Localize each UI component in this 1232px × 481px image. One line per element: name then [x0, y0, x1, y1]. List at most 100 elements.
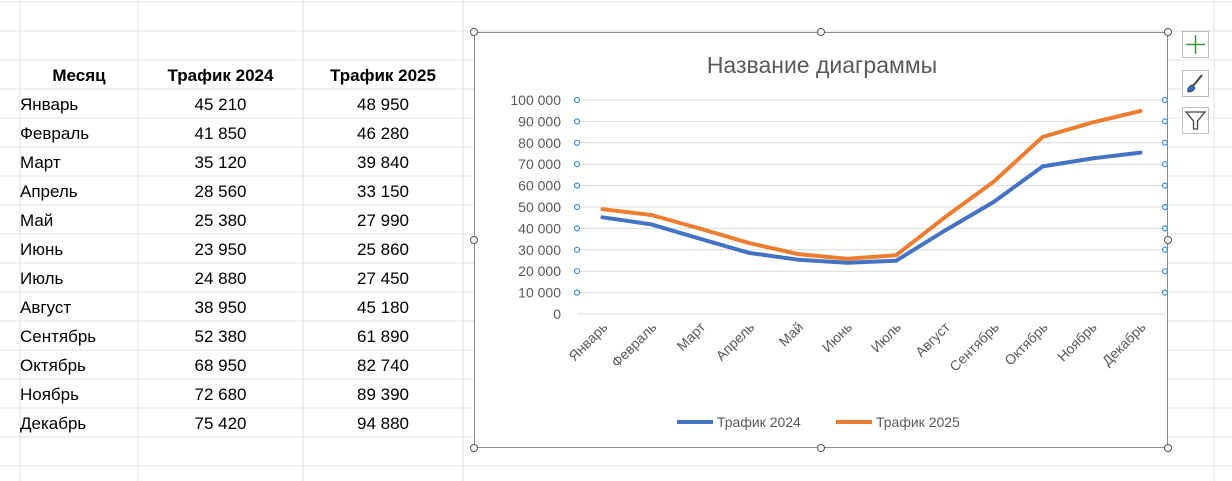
selection-marker	[573, 161, 581, 168]
series-line-1[interactable]	[600, 150, 1143, 265]
y-tick-label: 60 000	[518, 178, 561, 194]
chart-elements-button[interactable]	[1182, 31, 1209, 58]
selection-marker	[573, 268, 581, 275]
brush-icon	[1187, 74, 1203, 93]
selection-marker	[1161, 289, 1169, 296]
resize-handle-bottom-right[interactable]	[1164, 444, 1172, 452]
value-cell[interactable]: 25 860	[357, 240, 409, 259]
resize-handle-bottom-center[interactable]	[817, 444, 825, 452]
x-tick-label: Декабрь	[1099, 319, 1149, 369]
selection-marker	[573, 118, 581, 125]
value-cell[interactable]: 45 180	[357, 298, 409, 317]
month-cell[interactable]: Сентябрь	[20, 327, 97, 346]
resize-handle-top-left[interactable]	[470, 28, 478, 36]
chart-area[interactable]: Название диаграммы 0 10 000 20 000 30 000 40…	[474, 32, 1169, 448]
selection-marker	[573, 289, 581, 296]
value-cell[interactable]: 61 890	[357, 327, 409, 346]
value-cell[interactable]: 35 120	[194, 153, 247, 172]
y-tick-label: 80 000	[518, 135, 561, 151]
y-tick-label: 30 000	[518, 242, 561, 258]
selection-marker	[1161, 268, 1169, 275]
month-cell[interactable]: Апрель	[20, 182, 78, 201]
value-cell[interactable]: 89 390	[357, 385, 409, 404]
selection-marker	[1161, 203, 1169, 211]
y-tick-label: 20 000	[518, 263, 561, 279]
selection-marker	[573, 96, 581, 104]
month-cell[interactable]: Октябрь	[20, 356, 86, 375]
month-cell[interactable]: Август	[20, 298, 72, 317]
month-cell[interactable]: Январь	[20, 95, 79, 114]
month-cell[interactable]: Ноябрь	[20, 385, 79, 404]
y-tick-label: 50 000	[518, 199, 561, 215]
value-cell[interactable]: 48 950	[357, 95, 409, 114]
selection-marker	[573, 182, 581, 189]
series-line-2[interactable]	[600, 109, 1143, 261]
selection-marker	[573, 139, 581, 146]
y-tick-label: 40 000	[518, 220, 561, 236]
month-cell[interactable]: Февраль	[20, 124, 90, 143]
selection-marker	[573, 246, 581, 253]
value-cell[interactable]: 27 990	[357, 211, 409, 230]
value-cell[interactable]: 75 420	[194, 414, 247, 433]
x-tick-label: Август	[912, 318, 954, 360]
x-tick-label: Январь	[565, 319, 610, 364]
resize-handle-middle-right[interactable]	[1164, 236, 1172, 244]
selection-marker	[1161, 182, 1169, 189]
value-cell[interactable]: 28 560	[194, 182, 247, 201]
value-cell[interactable]: 82 740	[357, 356, 409, 375]
selection-marker	[1161, 118, 1169, 125]
selection-marker	[1161, 161, 1169, 168]
month-cell[interactable]: Май	[20, 211, 54, 230]
selection-marker	[1161, 246, 1169, 253]
y-tick-label: 10 000	[518, 285, 561, 301]
x-tick-label: Июль	[868, 319, 905, 356]
selection-marker	[573, 225, 581, 232]
legend-label[interactable]: Трафик 2025	[876, 414, 960, 430]
value-cell[interactable]: 33 150	[357, 182, 409, 201]
value-cell[interactable]: 27 450	[357, 269, 409, 288]
legend-label[interactable]: Трафик 2024	[717, 414, 801, 430]
line-chart: Название диаграммы 0 10 000 20 000 30 000 40…	[510, 52, 1169, 430]
value-cell[interactable]: 38 950	[194, 298, 247, 317]
plus-icon	[1186, 35, 1205, 54]
value-cell[interactable]: 45 210	[194, 95, 247, 114]
y-tick-label: 0	[553, 306, 561, 322]
column-header[interactable]: Месяц	[52, 66, 106, 85]
value-cell[interactable]: 68 950	[194, 356, 247, 375]
selection-marker	[1161, 225, 1169, 232]
chart-styles-button[interactable]	[1182, 70, 1209, 97]
x-tick-label: Апрель	[712, 319, 757, 364]
value-cell[interactable]: 52 380	[194, 327, 247, 346]
value-cell[interactable]: 72 680	[194, 385, 247, 404]
selection-marker	[1161, 139, 1169, 146]
resize-handle-bottom-left[interactable]	[470, 444, 478, 452]
selection-marker	[1161, 96, 1169, 104]
value-cell[interactable]: 23 950	[194, 240, 247, 259]
x-tick-label: Май	[776, 319, 807, 350]
x-tick-label: Март	[673, 318, 708, 353]
column-header[interactable]: Трафик 2025	[330, 66, 436, 85]
resize-handle-top-center[interactable]	[817, 28, 825, 36]
resize-handle-middle-left[interactable]	[470, 236, 478, 244]
value-cell[interactable]: 39 840	[357, 153, 409, 172]
resize-handle-top-right[interactable]	[1164, 28, 1172, 36]
x-tick-label: Октябрь	[1001, 319, 1051, 369]
value-cell[interactable]: 94 880	[357, 414, 409, 433]
chart-title[interactable]: Название диаграммы	[707, 52, 937, 78]
value-cell[interactable]: 41 850	[194, 124, 247, 143]
month-cell[interactable]: Март	[20, 153, 61, 172]
filter-icon	[1184, 111, 1207, 130]
selection-marker	[573, 203, 581, 211]
month-cell[interactable]: Июль	[20, 269, 64, 288]
chart-filters-button[interactable]	[1182, 107, 1209, 134]
month-cell[interactable]: Декабрь	[20, 414, 87, 433]
value-cell[interactable]: 25 380	[194, 211, 247, 230]
value-cell[interactable]: 24 880	[194, 269, 247, 288]
y-tick-label: 100 000	[510, 92, 561, 108]
month-cell[interactable]: Июнь	[20, 240, 64, 259]
x-tick-label: Сентябрь	[946, 319, 1002, 375]
value-cell[interactable]: 46 280	[357, 124, 409, 143]
column-header[interactable]: Трафик 2024	[167, 66, 274, 85]
y-tick-label: 90 000	[518, 113, 561, 129]
y-tick-label: 70 000	[518, 156, 561, 172]
